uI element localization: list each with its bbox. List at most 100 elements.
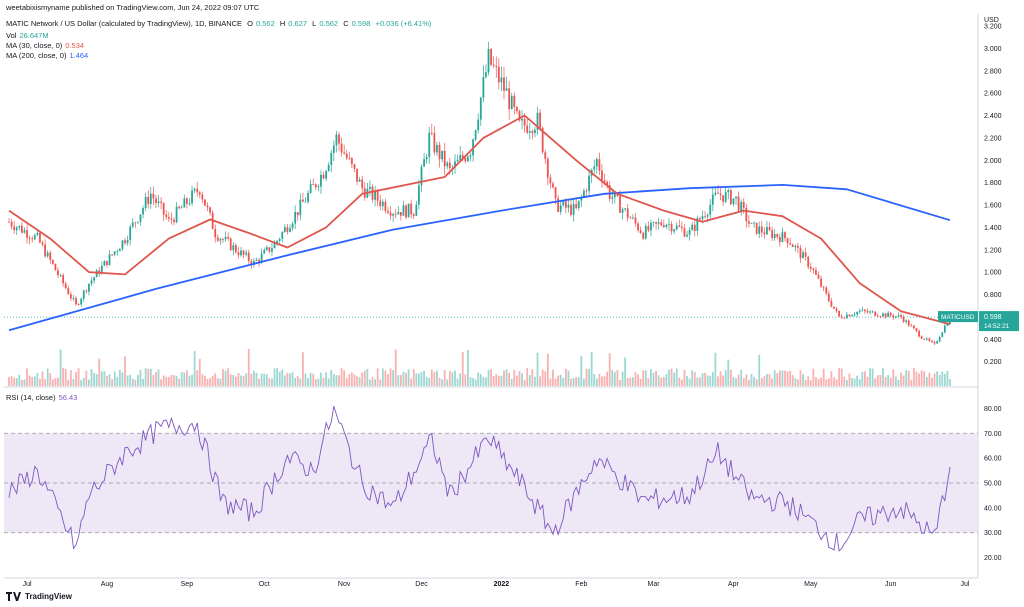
- volume-bar: [103, 371, 106, 386]
- volume-bar: [85, 370, 88, 386]
- candle-body: [706, 214, 709, 217]
- volume-bar: [528, 375, 531, 386]
- candle-body: [304, 201, 307, 203]
- candle-body: [95, 270, 98, 278]
- candle-body: [838, 310, 841, 317]
- time-tick-label: Feb: [575, 581, 587, 588]
- candle-body: [482, 76, 485, 98]
- candle-body: [100, 265, 103, 274]
- volume-bar: [278, 371, 281, 386]
- volume-bar: [64, 369, 67, 386]
- volume-bar: [67, 379, 70, 386]
- candle-body: [312, 184, 315, 185]
- candle-body: [717, 192, 719, 194]
- candle-body: [629, 217, 632, 219]
- candle-body: [44, 244, 46, 257]
- volume-bar: [884, 376, 887, 386]
- rsi-legend[interactable]: RSI (14, close) 56.43: [6, 393, 80, 402]
- candle-body: [8, 221, 10, 223]
- candle-body: [804, 252, 807, 257]
- candle-body: [454, 161, 456, 168]
- price-tick-label: 2.400: [984, 113, 1002, 120]
- volume-bar: [405, 372, 407, 386]
- volume-bar: [637, 374, 639, 386]
- candle-body: [683, 228, 686, 237]
- volume-bar: [152, 374, 155, 386]
- candle-body: [448, 162, 451, 168]
- candle-body: [116, 251, 119, 252]
- candle-body: [735, 196, 737, 199]
- candle-body: [250, 260, 253, 265]
- candle-body: [657, 222, 660, 224]
- volume-bar: [338, 375, 340, 386]
- volume-bar: [49, 373, 52, 386]
- volume-bar: [469, 377, 472, 386]
- candle-body: [185, 198, 188, 204]
- volume-bar: [245, 373, 248, 386]
- candle-body: [750, 222, 753, 224]
- time-tick-label: Nov: [338, 581, 351, 588]
- candle-body: [142, 208, 144, 215]
- volume-legend[interactable]: Vol 26.647M: [6, 31, 52, 40]
- candle-body: [490, 48, 493, 65]
- time-tick-label: Jul: [23, 581, 32, 588]
- candle-body: [740, 202, 743, 211]
- volume-bar: [595, 378, 598, 386]
- volume-bar: [36, 372, 39, 386]
- volume-bar: [768, 374, 771, 386]
- candle-body: [335, 134, 338, 146]
- candle-body: [361, 179, 364, 189]
- candle-body: [206, 205, 209, 208]
- volume-bar: [72, 379, 75, 386]
- candle-body: [459, 155, 462, 160]
- candle-body: [905, 320, 908, 322]
- ma30-legend[interactable]: MA (30, close, 0) 0.534: [6, 41, 87, 50]
- volume-bar: [77, 368, 80, 386]
- candle-body: [10, 221, 13, 227]
- volume-bar: [428, 378, 431, 386]
- volume-bar: [683, 370, 686, 386]
- volume-bar: [260, 373, 263, 386]
- candle-body: [441, 150, 444, 160]
- volume-bar: [62, 368, 65, 386]
- candle-body: [405, 205, 407, 218]
- volume-bar: [381, 368, 384, 386]
- candle-body: [864, 309, 866, 312]
- candle-body: [748, 221, 750, 224]
- candle-body: [662, 225, 665, 227]
- volume-bar: [838, 368, 841, 386]
- candle-body: [80, 298, 83, 305]
- candle-body: [75, 298, 77, 305]
- price-tick-label: 3.000: [984, 46, 1002, 53]
- symbol-legend[interactable]: MATIC Network / US Dollar (calculated by…: [6, 19, 434, 28]
- candle-body: [660, 222, 663, 226]
- candle-body: [923, 338, 926, 340]
- candle-body: [559, 205, 562, 212]
- candle-body: [572, 203, 575, 215]
- candle-body: [268, 247, 271, 252]
- volume-bar: [353, 374, 356, 386]
- candle-body: [670, 223, 673, 232]
- candle-body: [309, 184, 312, 193]
- volume-bar: [794, 378, 797, 386]
- candle-body: [26, 230, 28, 238]
- volume-bar: [147, 368, 150, 386]
- volume-bar: [482, 376, 485, 386]
- candle-body: [111, 254, 114, 256]
- candle-body: [626, 208, 629, 218]
- candle-body: [786, 238, 789, 244]
- candle-body: [299, 199, 302, 216]
- volume-bar: [322, 377, 325, 386]
- candle-body: [255, 259, 258, 261]
- volume-bar: [472, 378, 474, 386]
- volume-bar: [629, 377, 632, 386]
- candle-body: [157, 201, 160, 204]
- candle-body: [320, 174, 322, 187]
- candle-body: [36, 232, 39, 236]
- volume-bar: [131, 378, 134, 386]
- candle-body: [884, 313, 887, 317]
- ma200-legend[interactable]: MA (200, close, 0) 1.464: [6, 51, 91, 60]
- tradingview-brand[interactable]: TradingView: [6, 592, 72, 601]
- volume-bar: [149, 368, 152, 386]
